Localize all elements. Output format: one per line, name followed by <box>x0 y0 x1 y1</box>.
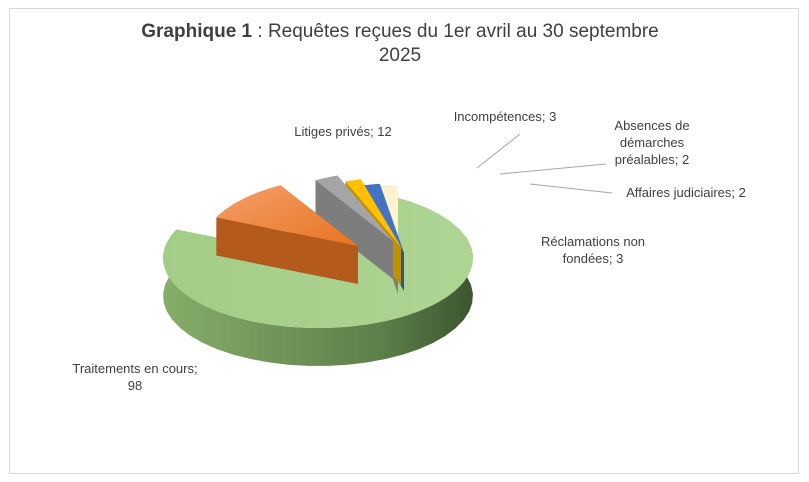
chart-title-main: Requêtes reçues du 1er avril au 30 septe… <box>267 21 659 42</box>
data-label-3: Incompétences; 3 <box>454 109 557 124</box>
leader-line-2 <box>499 163 607 175</box>
data-label-line: Absences de <box>614 118 689 133</box>
pie-slice-3 <box>315 175 393 279</box>
data-label-line: Traitements en cours; <box>72 361 197 376</box>
leader-line-1 <box>476 133 521 169</box>
pie-slice-top <box>315 175 393 241</box>
chart-title-line1: Graphique 1 : Requêtes reçues du 1er avr… <box>100 20 700 44</box>
pie-slice-edge <box>216 217 358 284</box>
data-label-4: Absences de démarches préalables; 2 <box>614 118 689 167</box>
data-label-5: Affaires judiciaires; 2 <box>626 185 746 200</box>
data-label-2: Litiges privés; 12 <box>294 124 392 139</box>
data-label-line: fondées; 3 <box>563 251 624 266</box>
chart-title-prefix: Graphique 1 <box>141 21 253 42</box>
chart-title-year: 2025 <box>378 45 422 66</box>
pie-slice-2 <box>216 185 358 284</box>
data-label-line: Incompétences; 3 <box>454 109 557 124</box>
data-label-line: démarches <box>620 135 685 150</box>
data-label-1: Traitements en cours; 98 <box>72 361 197 393</box>
data-label-6: Réclamations non fondées; 3 <box>541 234 645 266</box>
data-label-line: 98 <box>128 378 142 393</box>
data-label-line: Affaires judiciaires; 2 <box>626 185 746 200</box>
data-label-line: Réclamations non <box>541 234 645 249</box>
chart-title-sep: : <box>252 21 268 42</box>
chart-title: Graphique 1 : Requêtes reçues du 1er avr… <box>100 20 700 68</box>
leader-line-3 <box>529 183 613 194</box>
pie-slice-top <box>216 185 358 246</box>
data-label-line: Litiges privés; 12 <box>294 124 392 139</box>
data-label-line: préalables; 2 <box>615 152 689 167</box>
pie-slice-top <box>345 179 401 247</box>
